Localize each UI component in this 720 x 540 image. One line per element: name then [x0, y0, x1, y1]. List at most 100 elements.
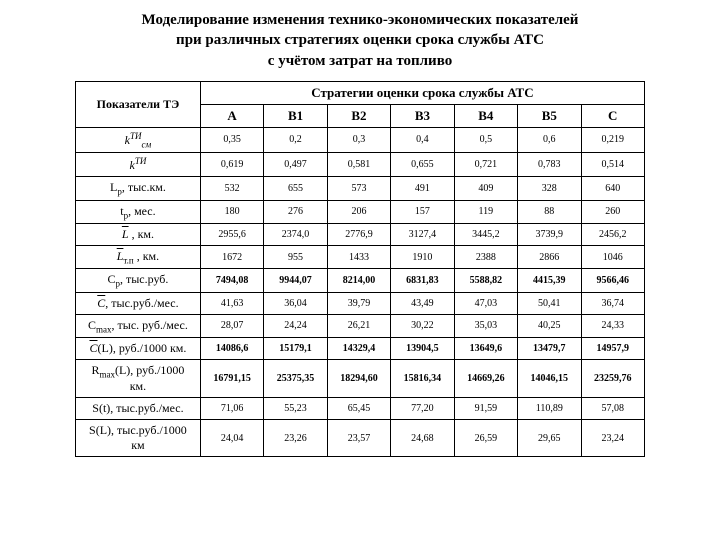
table-cell: 532 [200, 177, 263, 200]
column-header: В5 [518, 104, 581, 127]
table-cell: 180 [200, 200, 263, 223]
table-cell: 40,25 [518, 314, 581, 337]
row-label: kТИсм [76, 127, 201, 152]
table-cell: 0,219 [581, 127, 645, 152]
table-row: Lp, тыс.км.532655573491409328640 [76, 177, 645, 200]
table-cell: 3445,2 [454, 223, 517, 245]
row-label: L , км. [76, 223, 201, 245]
table-row: kТИ0,6190,4970,5810,6550,7210,7830,514 [76, 153, 645, 177]
table-cell: 0,6 [518, 127, 581, 152]
table-cell: 35,03 [454, 314, 517, 337]
table-row: Ср, тыс.руб.7494,089944,078214,006831,83… [76, 269, 645, 292]
table-cell: 39,79 [327, 292, 390, 314]
column-header: С [581, 104, 645, 127]
table-cell: 23259,76 [581, 360, 645, 398]
table-cell: 13649,6 [454, 338, 517, 360]
table-cell: 8214,00 [327, 269, 390, 292]
table-cell: 409 [454, 177, 517, 200]
table-cell: 0,514 [581, 153, 645, 177]
row-label: Lp, тыс.км. [76, 177, 201, 200]
table-cell: 29,65 [518, 420, 581, 457]
table-cell: 0,581 [327, 153, 390, 177]
table-cell: 0,2 [264, 127, 327, 152]
table-cell: 1672 [200, 245, 263, 268]
table-cell: 9944,07 [264, 269, 327, 292]
table-cell: 16791,15 [200, 360, 263, 398]
row-label: S(L), тыс.руб./1000 км [76, 420, 201, 457]
table-cell: 28,07 [200, 314, 263, 337]
title-line-3: с учётом затрат на топливо [268, 53, 452, 69]
table-cell: 47,03 [454, 292, 517, 314]
table-cell: 2456,2 [581, 223, 645, 245]
title-line-1: Моделирование изменения технико-экономич… [142, 12, 579, 28]
table-cell: 15179,1 [264, 338, 327, 360]
table-cell: 25375,35 [264, 360, 327, 398]
table-cell: 14669,26 [454, 360, 517, 398]
column-header: В4 [454, 104, 517, 127]
table-cell: 77,20 [391, 398, 454, 420]
table-cell: 15816,34 [391, 360, 454, 398]
table-row: C(L), руб./1000 км.14086,615179,114329,4… [76, 338, 645, 360]
table-cell: 23,57 [327, 420, 390, 457]
table-cell: 88 [518, 200, 581, 223]
table-cell: 23,24 [581, 420, 645, 457]
table-cell: 0,3 [327, 127, 390, 152]
column-header: А [200, 104, 263, 127]
table-cell: 2388 [454, 245, 517, 268]
table-cell: 2955,6 [200, 223, 263, 245]
table-cell: 3127,4 [391, 223, 454, 245]
data-table: Показатели ТЭ Стратегии оценки срока слу… [75, 81, 645, 458]
table-cell: 0,4 [391, 127, 454, 152]
table-row: S(t), тыс.руб./мес.71,0655,2365,4577,209… [76, 398, 645, 420]
row-label: Rmax(L), руб./1000 км. [76, 360, 201, 398]
table-cell: 206 [327, 200, 390, 223]
table-cell: 573 [327, 177, 390, 200]
table-cell: 43,49 [391, 292, 454, 314]
row-label: kТИ [76, 153, 201, 177]
table-cell: 14046,15 [518, 360, 581, 398]
table-cell: 13479,7 [518, 338, 581, 360]
table-cell: 24,04 [200, 420, 263, 457]
table-cell: 23,26 [264, 420, 327, 457]
table-cell: 9566,46 [581, 269, 645, 292]
row-label: C(L), руб./1000 км. [76, 338, 201, 360]
table-cell: 491 [391, 177, 454, 200]
table-cell: 0,721 [454, 153, 517, 177]
table-cell: 0,497 [264, 153, 327, 177]
row-label: Lт.п , км. [76, 245, 201, 268]
title-line-2: при различных стратегиях оценки срока сл… [176, 32, 544, 48]
table-cell: 2776,9 [327, 223, 390, 245]
table-cell: 50,41 [518, 292, 581, 314]
table-cell: 110,89 [518, 398, 581, 420]
table-cell: 157 [391, 200, 454, 223]
table-cell: 24,33 [581, 314, 645, 337]
table-cell: 0,5 [454, 127, 517, 152]
table-cell: 5588,82 [454, 269, 517, 292]
table-cell: 55,23 [264, 398, 327, 420]
table-cell: 955 [264, 245, 327, 268]
header-strategies: Стратегии оценки срока службы АТС [200, 81, 644, 104]
table-cell: 30,22 [391, 314, 454, 337]
row-label: S(t), тыс.руб./мес. [76, 398, 201, 420]
table-cell: 3739,9 [518, 223, 581, 245]
table-cell: 260 [581, 200, 645, 223]
table-cell: 57,08 [581, 398, 645, 420]
column-header: В3 [391, 104, 454, 127]
table-cell: 14957,9 [581, 338, 645, 360]
table-cell: 36,74 [581, 292, 645, 314]
table-cell: 65,45 [327, 398, 390, 420]
row-label: Сmax, тыс. руб./мес. [76, 314, 201, 337]
table-cell: 119 [454, 200, 517, 223]
table-cell: 276 [264, 200, 327, 223]
table-cell: 24,68 [391, 420, 454, 457]
table-cell: 14086,6 [200, 338, 263, 360]
column-header: В1 [264, 104, 327, 127]
table-row: Сmax, тыс. руб./мес.28,0724,2426,2130,22… [76, 314, 645, 337]
table-cell: 328 [518, 177, 581, 200]
page-title: Моделирование изменения технико-экономич… [30, 10, 690, 71]
table-row: Lт.п , км.167295514331910238828661046 [76, 245, 645, 268]
table-cell: 24,24 [264, 314, 327, 337]
column-header: В2 [327, 104, 390, 127]
table-row: kТИсм0,350,20,30,40,50,60,219 [76, 127, 645, 152]
table-cell: 13904,5 [391, 338, 454, 360]
